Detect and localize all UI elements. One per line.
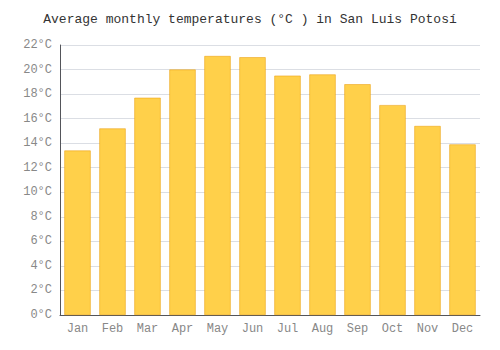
svg-text:Aug: Aug [312,322,334,336]
svg-text:12°C: 12°C [23,161,52,175]
svg-text:Sep: Sep [347,322,369,336]
svg-text:18°C: 18°C [23,87,52,101]
svg-text:Oct: Oct [382,322,404,336]
svg-text:Jun: Jun [242,322,264,336]
svg-text:14°C: 14°C [23,136,52,150]
svg-text:Mar: Mar [137,322,159,336]
svg-text:4°C: 4°C [30,259,52,273]
svg-text:0°C: 0°C [30,308,52,322]
svg-text:May: May [207,322,229,336]
svg-text:Dec: Dec [452,322,474,336]
svg-text:6°C: 6°C [30,234,52,248]
svg-text:20°C: 20°C [23,63,52,77]
svg-text:16°C: 16°C [23,112,52,126]
svg-text:22°C: 22°C [23,38,52,52]
svg-text:Jul: Jul [277,322,299,336]
svg-text:Apr: Apr [172,322,194,336]
svg-text:Average monthly temperatures (: Average monthly temperatures (°C ) in Sa… [43,12,457,27]
svg-text:Jan: Jan [67,322,89,336]
svg-text:Nov: Nov [417,322,439,336]
svg-text:8°C: 8°C [30,210,52,224]
svg-text:Feb: Feb [102,322,124,336]
svg-text:10°C: 10°C [23,185,52,199]
svg-text:2°C: 2°C [30,283,52,297]
